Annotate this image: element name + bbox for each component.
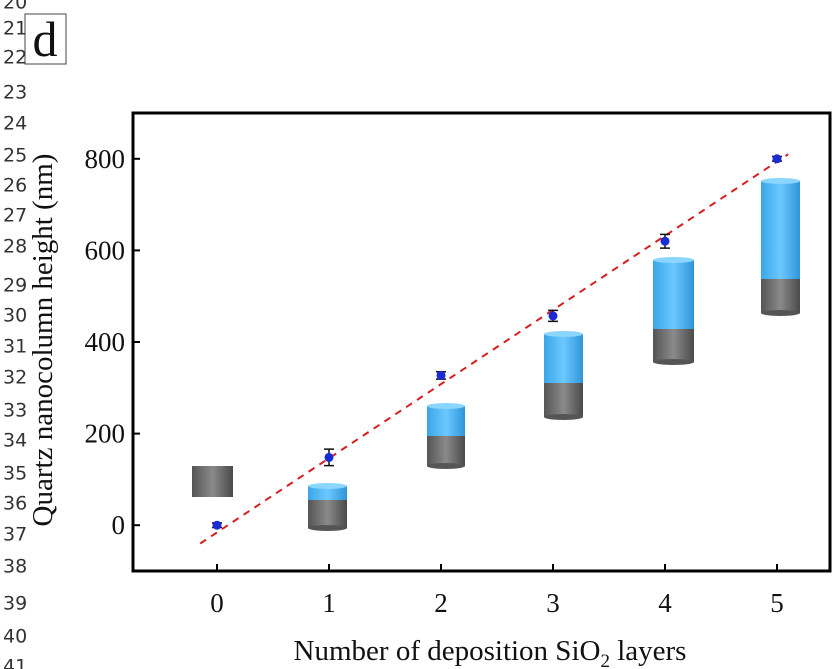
data-point: [324, 452, 334, 462]
data-point: [436, 370, 446, 380]
x-axis-title: Number of deposition SiO2 layers: [294, 635, 687, 669]
line-number: 33: [3, 400, 27, 422]
y-tick-label: 200: [85, 419, 126, 449]
line-number: 20: [3, 0, 27, 14]
illustrations: [192, 178, 800, 531]
plot-frame: [131, 111, 832, 573]
panel-label: d: [33, 11, 58, 67]
y-tick-label: 400: [85, 327, 126, 357]
data-point: [212, 520, 222, 530]
line-number: 21: [3, 18, 27, 40]
line-number: 29: [3, 275, 27, 297]
line-number: 37: [3, 524, 27, 546]
x-tick-label: 4: [658, 588, 672, 618]
line-number: 23: [3, 82, 27, 104]
data-point: [660, 236, 670, 246]
line-number: 40: [3, 626, 27, 648]
panel-box: [24, 13, 67, 65]
line-number: 30: [3, 305, 27, 327]
line-number: 38: [3, 556, 27, 578]
line-number: 31: [3, 336, 27, 358]
x-tick-label: 2: [434, 588, 448, 618]
x-tick-label: 1: [322, 588, 336, 618]
x-axis-title-part: layers: [610, 635, 687, 667]
x-axis-title-sub: 2: [600, 651, 610, 669]
line-number: 36: [3, 493, 27, 515]
y-tick-label: 0: [112, 510, 126, 540]
x-tick-label: 5: [770, 588, 784, 618]
line-number: 22: [3, 47, 27, 69]
data-point: [548, 311, 558, 321]
line-number: 24: [3, 113, 27, 135]
line-number: 26: [3, 175, 27, 197]
x-axis-title-part: Number of deposition SiO: [294, 635, 601, 667]
data-point: [772, 154, 782, 164]
line-number: 34: [3, 430, 27, 452]
x-tick-label: 0: [210, 588, 224, 618]
y-tick-label: 600: [85, 235, 126, 265]
line-number: 41: [3, 656, 27, 669]
line-number: 27: [3, 205, 27, 227]
y-axis-title: Quartz nanocolumn height (nm): [27, 154, 59, 527]
x-tick-label: 3: [546, 588, 560, 618]
fit-line: [199, 153, 789, 545]
line-number: 39: [3, 593, 27, 615]
y-tick-label: 800: [85, 144, 126, 174]
line-number: 28: [3, 236, 27, 258]
line-number: 35: [3, 463, 27, 485]
line-number: 32: [3, 367, 27, 389]
line-number: 25: [3, 145, 27, 167]
